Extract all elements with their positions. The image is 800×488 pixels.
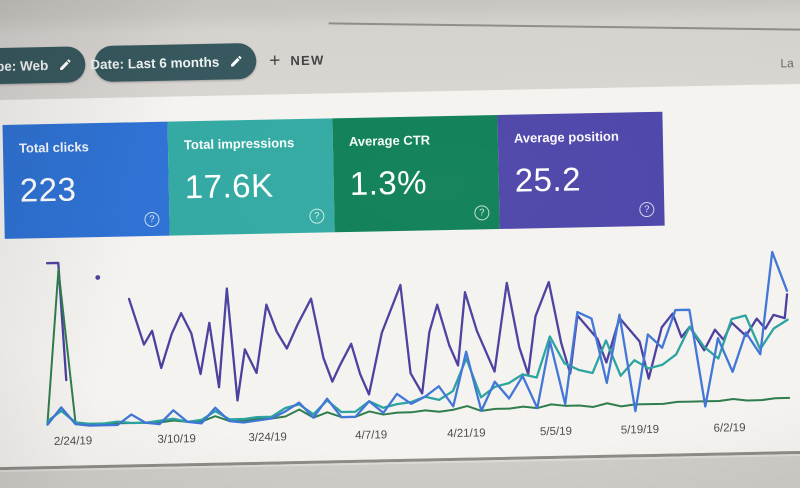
performance-panel: Total clicks 223 ? Total impressions 17.… [0,83,800,468]
card-total-impressions[interactable]: Total impressions 17.6K ? [167,118,335,236]
series-line-position [45,261,68,382]
new-filter-label: NEW [290,52,325,69]
filter-chip-date-range[interactable]: Date: Last 6 months [90,42,257,83]
filter-chip-label: type: Web [0,57,49,74]
card-value: 1.3% [349,163,428,202]
new-filter-button[interactable]: + NEW [269,50,325,72]
performance-chart: 2/24/19 3/10/19 3/24/19 4/7/19 4/21/19 5/5/19… [42,237,796,452]
help-icon[interactable]: ? [474,205,490,221]
filter-toolbar: type: Web Date: Last 6 months + NEW [0,0,800,101]
help-icon[interactable]: ? [309,208,325,224]
filter-chip-label: Date: Last 6 months [90,54,220,72]
pencil-icon[interactable] [229,54,243,68]
pencil-icon[interactable] [58,58,72,72]
card-label: Total impressions [183,135,295,153]
card-label: Average CTR [348,132,431,150]
card-label: Average position [513,128,619,146]
x-tick-label: 4/21/19 [447,427,486,441]
card-value: 223 [19,170,77,209]
toolbar-divider [328,22,800,31]
plus-icon: + [269,50,281,72]
x-tick-label: 3/24/19 [248,431,287,445]
card-value: 17.6K [184,166,274,206]
card-value: 25.2 [514,160,582,199]
series-outlier-dot-position [95,275,101,280]
card-average-position[interactable]: Average position 25.2 ? [497,111,665,229]
series-line-clicks [46,250,789,427]
card-label: Total clicks [18,139,89,156]
x-tick-label: 3/10/19 [157,433,196,446]
series-line-impressions [46,314,789,426]
x-tick-label: 6/2/19 [713,422,746,435]
help-icon[interactable]: ? [144,211,160,228]
x-tick-label: 2/24/19 [53,435,93,448]
x-tick-label: 4/7/19 [355,429,388,442]
x-tick-label: 5/19/19 [620,423,660,437]
summary-cards-row: Total clicks 223 ? Total impressions 17.… [2,111,665,239]
series-line-ctr [46,268,791,425]
card-total-clicks[interactable]: Total clicks 223 ? [2,121,170,239]
x-tick-label: 5/5/19 [539,425,573,439]
help-icon[interactable]: ? [639,201,655,218]
performance-chart-svg [45,250,791,427]
filter-chip-search-type[interactable]: type: Web [0,46,86,85]
last-updated-truncated-text: La [780,56,794,71]
card-average-ctr[interactable]: Average CTR 1.3% ? [332,115,500,233]
series-line-position [127,280,789,402]
